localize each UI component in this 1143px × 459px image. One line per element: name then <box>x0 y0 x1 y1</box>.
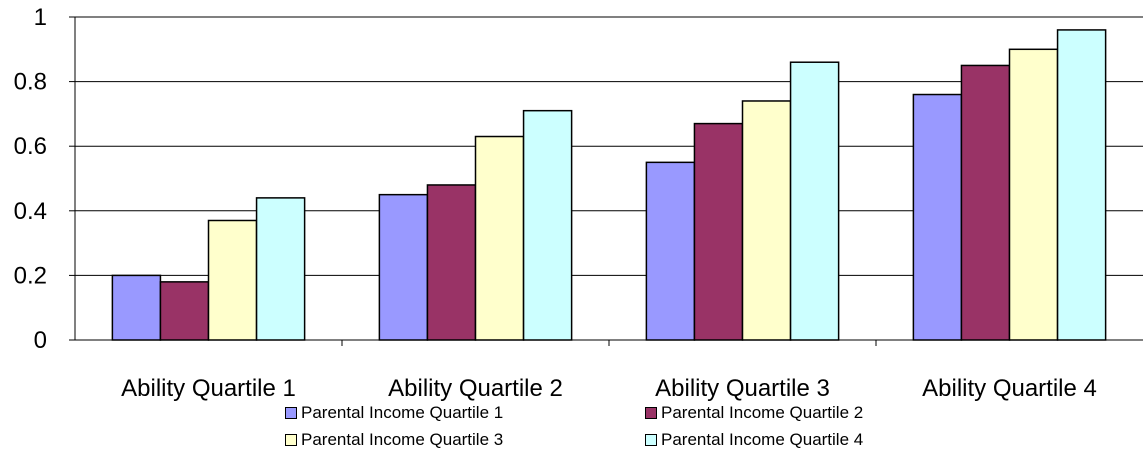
bar <box>645 161 696 341</box>
bar <box>522 109 573 341</box>
legend-label-series-2: Parental Income Quartile 2 <box>661 403 864 422</box>
bar <box>693 122 744 341</box>
bar <box>378 193 429 341</box>
legend-label-series-1: Parental Income Quartile 1 <box>301 403 504 422</box>
y-tick-label: 0.4 <box>14 198 47 225</box>
legend-label-series-4: Parental Income Quartile 4 <box>661 430 864 449</box>
bar <box>1056 29 1107 341</box>
bar <box>912 93 963 341</box>
legend-swatch-series-4 <box>645 434 657 446</box>
x-tick-label: Ability Quartile 4 <box>922 375 1097 402</box>
legend-swatch-series-3 <box>285 434 297 446</box>
y-tick-label: 0.8 <box>14 69 47 96</box>
legend-item-series-1: Parental Income Quartile 1 <box>285 403 503 423</box>
bar <box>474 135 525 341</box>
legend-item-series-2: Parental Income Quartile 2 <box>645 403 863 423</box>
y-tick-label: 0.2 <box>14 262 47 289</box>
bar <box>426 184 477 341</box>
legend-item-series-3: Parental Income Quartile 3 <box>285 430 503 450</box>
x-tick-label: Ability Quartile 1 <box>121 375 296 402</box>
legend: Parental Income Quartile 1 Parental Inco… <box>285 403 1005 459</box>
x-tick-label: Ability Quartile 3 <box>655 375 830 402</box>
x-tick-label: Ability Quartile 2 <box>388 375 563 402</box>
bar <box>207 219 258 341</box>
bar <box>159 281 210 341</box>
y-tick-label: 0 <box>34 327 47 354</box>
legend-item-series-4: Parental Income Quartile 4 <box>645 430 863 450</box>
legend-label-series-3: Parental Income Quartile 3 <box>301 430 504 449</box>
legend-swatch-series-2 <box>645 407 657 419</box>
bar <box>789 61 840 341</box>
bar <box>255 197 306 341</box>
bar <box>1008 48 1059 341</box>
y-tick-label: 0.6 <box>14 133 47 160</box>
legend-swatch-series-1 <box>285 407 297 419</box>
y-tick-label: 1 <box>34 4 47 31</box>
bar <box>111 274 162 341</box>
bar <box>741 100 792 341</box>
bar <box>960 64 1011 341</box>
